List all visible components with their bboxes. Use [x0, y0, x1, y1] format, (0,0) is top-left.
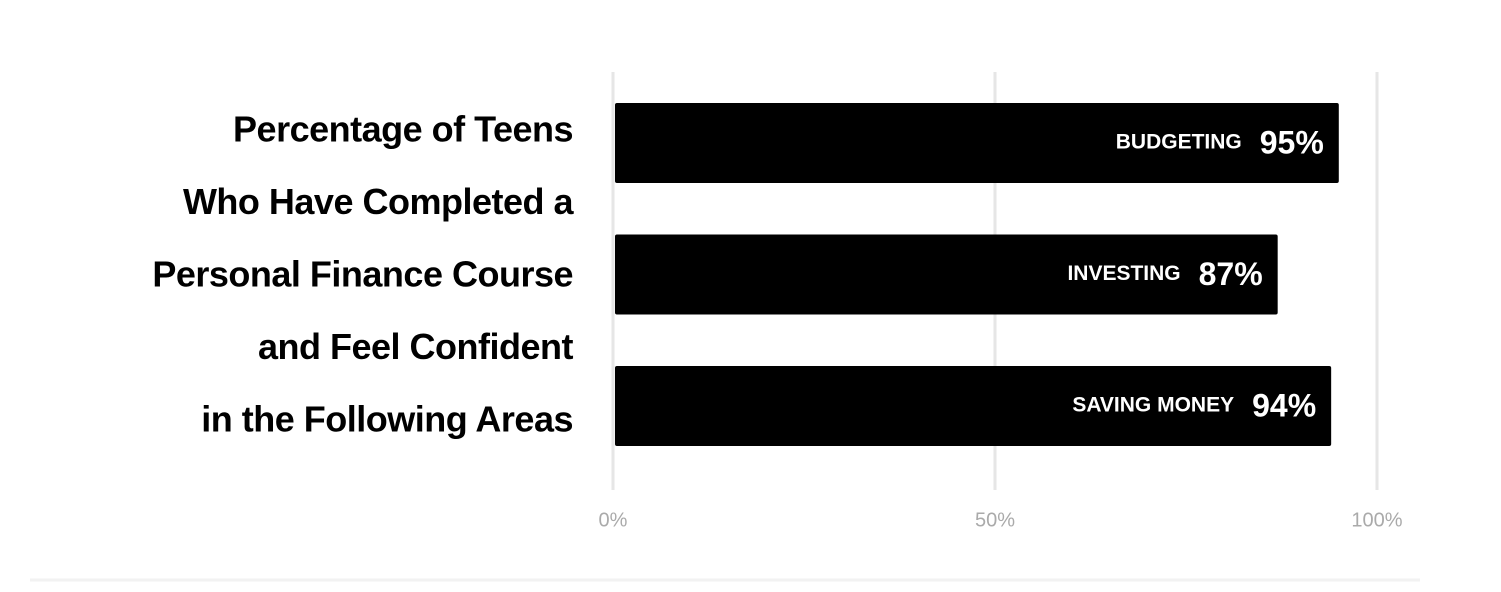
bar	[615, 103, 1339, 183]
bar	[615, 234, 1278, 315]
chart-title-line: Who Have Completed a	[183, 181, 575, 222]
chart-title-line: Personal Finance Course	[152, 254, 573, 295]
bar	[615, 366, 1332, 446]
x-tick-label: 100%	[1351, 509, 1402, 531]
chart-title-line: Percentage of Teens	[233, 109, 573, 150]
value-label: 94%	[1252, 387, 1316, 423]
category-label: SAVING MONEY	[1072, 394, 1234, 417]
category-label: BUDGETING	[1116, 131, 1242, 154]
chart-title-line: in the Following Areas	[201, 399, 573, 440]
category-label: INVESTING	[1067, 262, 1180, 285]
chart-title-line: and Feel Confident	[258, 326, 574, 367]
value-label: 95%	[1260, 124, 1324, 160]
x-tick-label: 50%	[975, 509, 1015, 531]
x-tick-label: 0%	[599, 509, 628, 531]
value-label: 87%	[1199, 256, 1263, 292]
